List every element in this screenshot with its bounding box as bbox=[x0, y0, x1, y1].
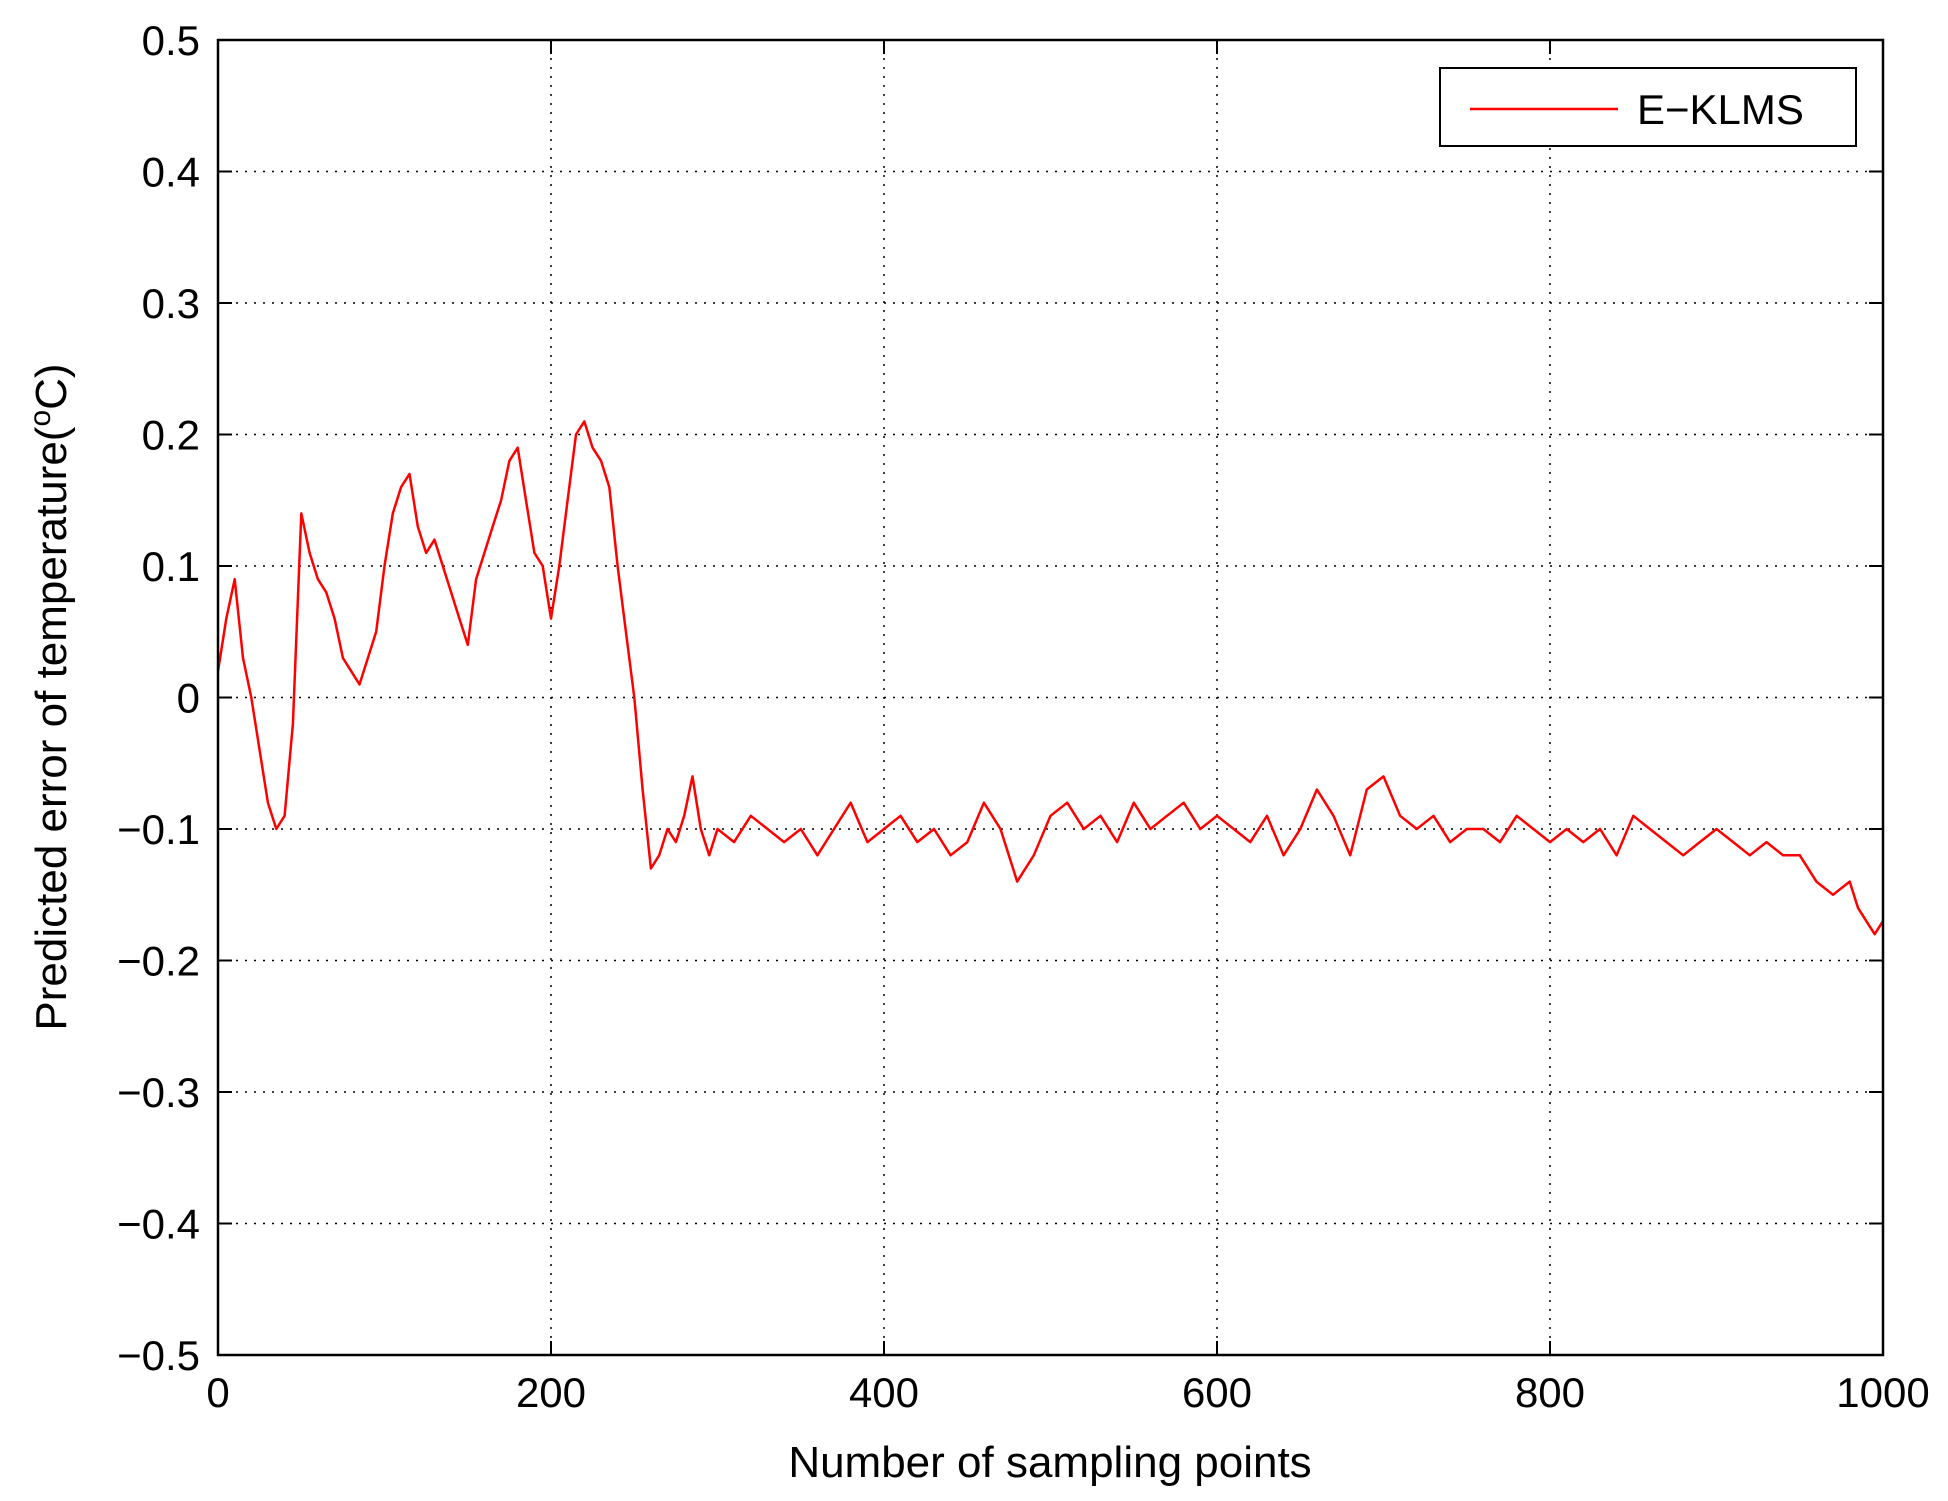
y-tick-label: 0.3 bbox=[142, 280, 200, 327]
legend-label: E−KLMS bbox=[1637, 86, 1804, 133]
grid-lines bbox=[218, 40, 1883, 1355]
y-tick-labels: −0.5 −0.4 −0.3 −0.2 −0.1 0 0.1 0.2 0.3 0.4 0.5 bbox=[117, 17, 200, 1379]
x-tick-label: 0 bbox=[206, 1369, 229, 1416]
series-group bbox=[216, 420, 1885, 936]
x-tick-label: 200 bbox=[516, 1369, 586, 1416]
y-tick-label: −0.4 bbox=[117, 1201, 200, 1248]
y-axis-title: Predicted error of temperature(oC) bbox=[24, 363, 76, 1030]
x-tick-label: 1000 bbox=[1836, 1369, 1929, 1416]
y-axis-title-main: Predicted error of temperature( bbox=[27, 426, 76, 1030]
x-tick-label: 600 bbox=[1182, 1369, 1252, 1416]
y-tick-label: 0.2 bbox=[142, 412, 200, 459]
legend: E−KLMS bbox=[1439, 67, 1857, 147]
y-tick-label: −0.1 bbox=[117, 806, 200, 853]
y-axis-title-unit: C) bbox=[27, 363, 76, 409]
y-axis-title-superscript: o bbox=[24, 410, 57, 427]
x-axis-title: Number of sampling points bbox=[788, 1438, 1311, 1487]
y-tick-label: −0.5 bbox=[117, 1332, 200, 1379]
y-tick-label: 0.4 bbox=[142, 149, 200, 196]
legend-box bbox=[1439, 67, 1857, 147]
y-tick-label: −0.2 bbox=[117, 938, 200, 985]
series-line-0 bbox=[216, 420, 1885, 936]
x-tick-label: 400 bbox=[849, 1369, 919, 1416]
x-tick-labels: 0 200 400 600 800 1000 bbox=[206, 1369, 1929, 1416]
y-tick-label: −0.3 bbox=[117, 1069, 200, 1116]
y-tick-label: 0 bbox=[177, 675, 200, 722]
plot-area bbox=[218, 40, 1883, 1355]
y-tick-label: 0.1 bbox=[142, 543, 200, 590]
y-tick-label: 0.5 bbox=[142, 17, 200, 64]
x-tick-label: 800 bbox=[1515, 1369, 1585, 1416]
tick-marks bbox=[217, 39, 1884, 1356]
